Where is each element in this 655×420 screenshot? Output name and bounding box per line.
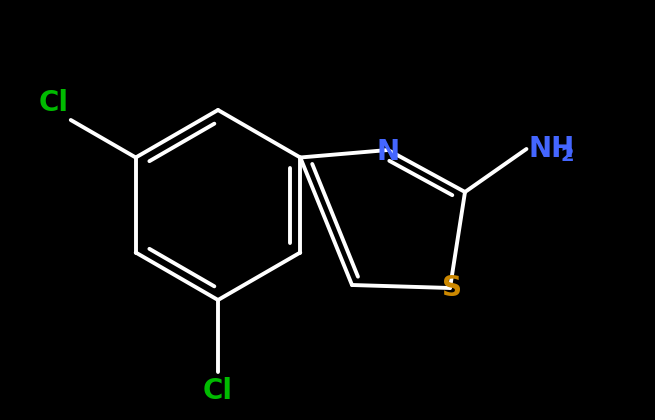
- Text: N: N: [377, 138, 400, 166]
- Text: S: S: [442, 274, 462, 302]
- Text: Cl: Cl: [39, 89, 69, 117]
- Text: 2: 2: [561, 147, 574, 165]
- Text: Cl: Cl: [203, 377, 233, 405]
- Text: NH: NH: [529, 135, 574, 163]
